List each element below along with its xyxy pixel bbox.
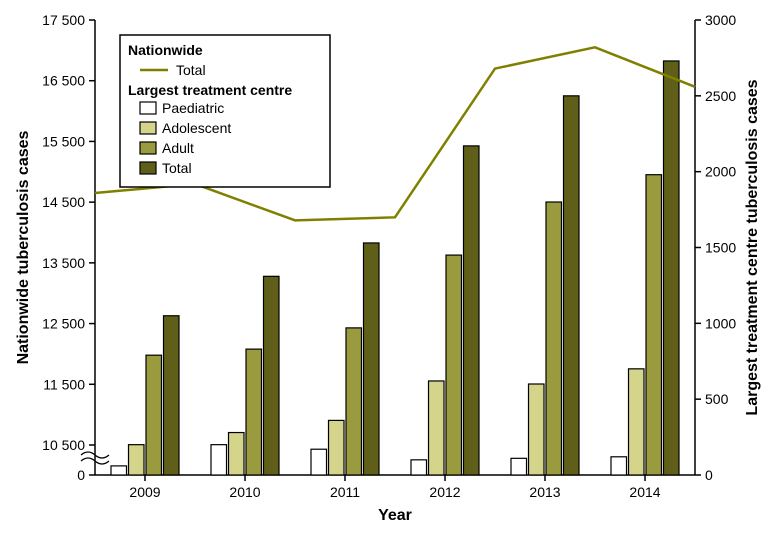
y-right-tick-label: 3000 [705,12,736,28]
bar-total [564,96,580,475]
bar-paediatric [311,449,327,475]
legend-swatch-icon [140,162,156,174]
bar-paediatric [411,460,427,475]
y-left-tick-label: 11 500 [43,376,85,392]
chart-container: 10 500 11 500 12 500 13 500 14 500 15 500 16 5… [0,0,771,548]
y-left-tick-label: 14 500 [42,194,85,210]
x-axis-label: Year [378,507,412,524]
y-right-tick-label: 2000 [705,164,736,180]
legend-swatch-icon [140,102,156,114]
bar-paediatric [211,445,227,475]
bar-adolescent [429,381,445,475]
legend-group-title: Nationwide [128,42,203,58]
x-tick-label: 2012 [429,484,460,500]
y-left-zero-label: 0 [77,467,85,483]
y-right-axis-label: Largest treatment centre tuberculosis ca… [744,79,761,415]
legend-swatch-icon [140,122,156,134]
bar-adolescent [329,420,345,475]
legend-item-label: Paediatric [162,100,224,116]
bar-adolescent [129,445,145,475]
legend-item-label: Adolescent [162,120,231,136]
bar-adolescent [229,433,245,475]
bar-adult [146,355,162,475]
y-right-tick-label: 0 [705,467,713,483]
y-left-tick-label: 10 500 [42,437,85,453]
bar-paediatric [111,466,127,475]
y-left-tick-label: 17 500 [42,12,85,28]
y-left-tick-label: 15 500 [42,133,85,149]
y-right-tick-label: 500 [705,391,729,407]
bar-adult [246,349,262,475]
y-right-tick-label: 1500 [705,240,736,256]
legend-swatch-icon [140,142,156,154]
bar-adult [346,328,362,475]
bar-paediatric [611,457,627,475]
legend-item-label: Total [162,160,192,176]
legend-item-label: Adult [162,140,194,156]
x-tick-label: 2011 [330,484,360,500]
y-right-tick-label: 2500 [705,88,736,104]
bar-total [664,61,680,475]
y-left-tick-label: 13 500 [42,255,85,271]
legend: Nationwide Total Largest treatment centre P… [120,35,330,187]
bar-adult [546,202,562,475]
bar-total [264,276,280,475]
x-tick-label: 2013 [529,484,560,500]
x-tick-label: 2009 [129,484,160,500]
bar-adolescent [529,384,545,475]
bar-total [464,146,480,475]
y-left-axis-label: Nationwide tuberculosis cases [15,130,32,364]
bar-adolescent [629,369,645,475]
legend-item-label: Total [176,62,206,78]
chart-svg: 10 500 11 500 12 500 13 500 14 500 15 500 16 5… [0,0,771,548]
bar-total [164,316,180,475]
legend-group-title: Largest treatment centre [128,82,292,98]
x-tick-label: 2014 [629,484,660,500]
bar-paediatric [511,458,527,475]
x-tick-label: 2010 [229,484,260,500]
y-right-tick-label: 1000 [705,315,736,331]
y-left-tick-label: 12 500 [42,316,85,332]
bar-adult [646,175,662,475]
bar-adult [446,255,462,475]
y-left-tick-label: 16 500 [42,73,85,89]
bar-total [364,243,380,475]
